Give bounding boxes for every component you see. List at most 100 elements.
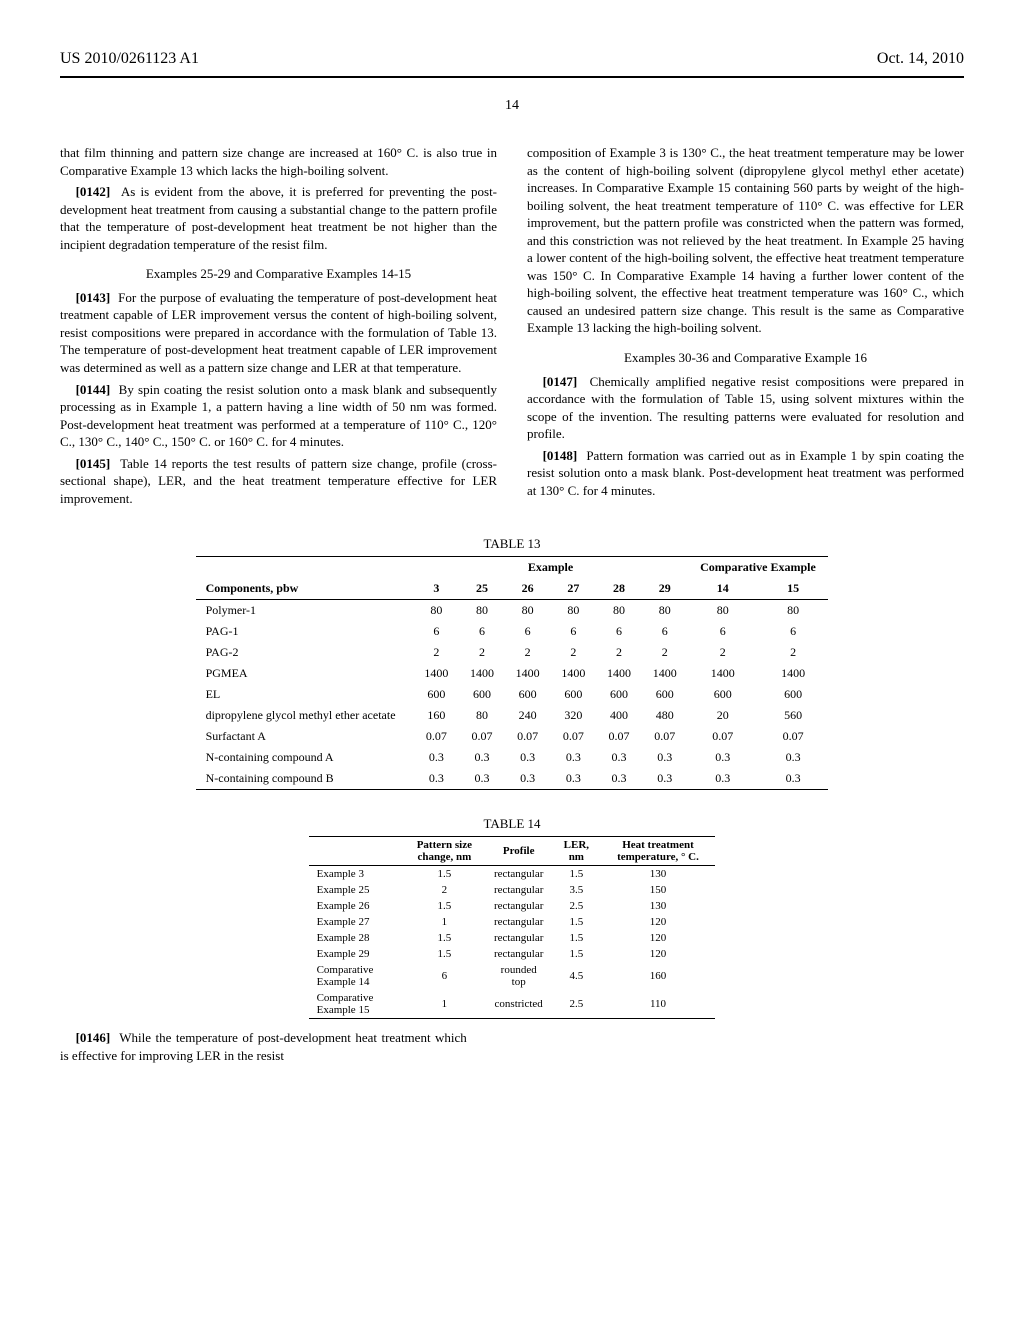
table-cell: 1.5: [552, 930, 601, 946]
components-header: Components, pbw: [196, 578, 414, 600]
table-cell: 110: [601, 990, 716, 1019]
table-cell: 600: [758, 684, 828, 705]
table-cell: 1400: [642, 663, 688, 684]
table-cell: rectangular: [485, 914, 552, 930]
table-cell: 0.3: [414, 747, 460, 768]
table-cell: 2: [505, 642, 551, 663]
para-num: [0145]: [76, 456, 111, 471]
table-cell: 1.5: [403, 946, 485, 962]
col-header: Profile: [485, 837, 552, 866]
para-num: [0144]: [76, 382, 111, 397]
publication-date: Oct. 14, 2010: [877, 50, 964, 68]
table-row-label: dipropylene glycol methyl ether acetate: [196, 705, 414, 726]
col-header: 14: [688, 578, 758, 600]
table-cell: 1400: [596, 663, 642, 684]
paragraph-0143: [0143] For the purpose of evaluating the…: [60, 289, 497, 377]
table-cell: 20: [688, 705, 758, 726]
table-cell: 600: [688, 684, 758, 705]
col-header: 27: [551, 578, 597, 600]
table-cell: 1400: [758, 663, 828, 684]
col-header: 26: [505, 578, 551, 600]
table-cell: 0.07: [551, 726, 597, 747]
table-cell: 1.5: [403, 866, 485, 883]
table-cell: 1.5: [552, 914, 601, 930]
table-row-label: PAG-1: [196, 621, 414, 642]
paragraph-text: While the temperature of post-developmen…: [60, 1030, 467, 1063]
left-column: that film thinning and pattern size chan…: [60, 144, 497, 511]
table-cell: 1400: [459, 663, 505, 684]
table-cell: 2: [403, 882, 485, 898]
paragraph-0142: [0142] As is evident from the above, it …: [60, 183, 497, 253]
table-row-label: Polymer-1: [196, 600, 414, 622]
paragraph-text: Chemically amplified negative resist com…: [527, 374, 964, 442]
table-row-label: N-containing compound B: [196, 768, 414, 790]
paragraph-text: For the purpose of evaluating the temper…: [60, 290, 497, 375]
table-cell: 120: [601, 930, 716, 946]
table-row-label: N-containing compound A: [196, 747, 414, 768]
table-cell: 480: [642, 705, 688, 726]
table-cell: 160: [414, 705, 460, 726]
header-rule: [60, 76, 964, 78]
col-header: Heat treatment temperature, ° C.: [601, 837, 716, 866]
table-cell: rectangular: [485, 898, 552, 914]
table-14: Pattern size change, nm Profile LER, nm …: [309, 836, 716, 1019]
table-cell: 0.3: [758, 747, 828, 768]
table-cell: 0.3: [414, 768, 460, 790]
col-header: [309, 837, 404, 866]
table-cell: 80: [642, 600, 688, 622]
table-cell: 2: [642, 642, 688, 663]
table-cell: 0.07: [596, 726, 642, 747]
table-cell: 0.07: [505, 726, 551, 747]
table-row-label: Example 26: [309, 898, 404, 914]
tables-area: TABLE 13 Example Comparative Example Com…: [60, 536, 964, 1064]
table-cell: 600: [642, 684, 688, 705]
table-cell: 6: [459, 621, 505, 642]
paragraph-text: Table 14 reports the test results of pat…: [60, 456, 497, 506]
examples-heading: Examples 30-36 and Comparative Example 1…: [527, 349, 964, 367]
table-cell: rectangular: [485, 946, 552, 962]
table-cell: 1400: [551, 663, 597, 684]
table-cell: 0.3: [551, 768, 597, 790]
paragraph-text: By spin coating the resist solution onto…: [60, 382, 497, 450]
table-cell: 2: [758, 642, 828, 663]
table-cell: 80: [459, 705, 505, 726]
paragraph-text: As is evident from the above, it is pref…: [60, 184, 497, 252]
table-cell: 1.5: [403, 898, 485, 914]
table-cell: rounded top: [485, 962, 552, 990]
table-cell: 1.5: [552, 866, 601, 883]
table-cell: 0.07: [414, 726, 460, 747]
table-cell: 600: [596, 684, 642, 705]
para-num: [0146]: [76, 1030, 111, 1045]
paragraph-text: Pattern formation was carried out as in …: [527, 448, 964, 498]
table-cell: 1400: [688, 663, 758, 684]
table-cell: 6: [596, 621, 642, 642]
table-cell: 1.5: [403, 930, 485, 946]
table-cell: 120: [601, 914, 716, 930]
table-cell: 80: [596, 600, 642, 622]
table-cell: 600: [414, 684, 460, 705]
group-header-comparative: Comparative Example: [688, 557, 829, 579]
table-cell: 0.3: [596, 768, 642, 790]
table-cell: 80: [688, 600, 758, 622]
table-cell: 2: [688, 642, 758, 663]
paragraph-0146: [0146] While the temperature of post-dev…: [60, 1029, 467, 1064]
table-cell: 6: [505, 621, 551, 642]
col-header: 29: [642, 578, 688, 600]
table-13: Example Comparative Example Components, …: [196, 556, 829, 790]
publication-number: US 2010/0261123 A1: [60, 50, 199, 68]
table-cell: 0.3: [758, 768, 828, 790]
table-row-label: Example 3: [309, 866, 404, 883]
table-cell: 0.07: [758, 726, 828, 747]
below-table14: [0146] While the temperature of post-dev…: [60, 1029, 467, 1064]
table-cell: 6: [688, 621, 758, 642]
table-cell: 80: [758, 600, 828, 622]
page-header: US 2010/0261123 A1 Oct. 14, 2010: [60, 50, 964, 68]
table-cell: rectangular: [485, 866, 552, 883]
table-cell: 80: [505, 600, 551, 622]
table-cell: 160: [601, 962, 716, 990]
paragraph-0145: [0145] Table 14 reports the test results…: [60, 455, 497, 508]
examples-heading: Examples 25-29 and Comparative Examples …: [60, 265, 497, 283]
table13-title: TABLE 13: [60, 536, 964, 552]
table-cell: 2: [459, 642, 505, 663]
table-cell: 320: [551, 705, 597, 726]
